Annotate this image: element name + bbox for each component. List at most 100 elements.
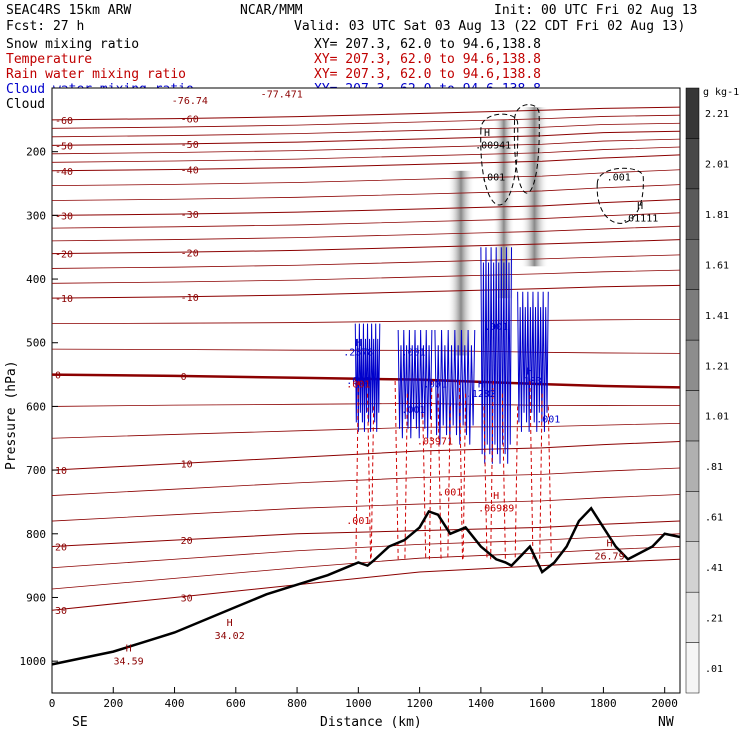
y-tick-label: 800 <box>26 528 46 541</box>
contour-annotation: .06989 <box>478 504 514 515</box>
isotherm-label: -10 <box>55 294 73 305</box>
rain-water-contour <box>529 380 534 560</box>
cloud-ice-contours <box>480 104 644 224</box>
isotherm-line <box>51 558 681 611</box>
colorbar-label: 1.81 <box>705 210 729 221</box>
contour-annotation: .1282 <box>466 389 496 400</box>
cloud-water-contour <box>434 329 476 445</box>
snow-shade-column <box>493 119 515 299</box>
contour-annotation: .001 <box>438 488 462 499</box>
rain-water-contour <box>483 406 488 560</box>
x-axis-ticks: 0 200 400 600 800 1000 1200 1400 1600 1800 2000 <box>49 687 678 710</box>
colorbar-label: 1.61 <box>705 260 729 271</box>
colorbar-label: 2.21 <box>705 109 729 120</box>
colorbar-segment <box>685 440 700 492</box>
terrain-line <box>51 506 681 666</box>
isotherm-label: -20 <box>55 250 73 261</box>
isotherm-line <box>51 122 681 138</box>
isotherm-label: -60 <box>181 115 199 126</box>
isotherm-label: 30 <box>181 593 193 604</box>
isotherm-label: -40 <box>181 166 199 177</box>
isotherm-line <box>51 239 681 255</box>
contour-annotation: 26.79 <box>594 551 624 562</box>
terrain-line <box>51 506 681 666</box>
contour-annotation: .001 <box>607 172 631 183</box>
y-tick-label: 600 <box>26 400 46 413</box>
rain-water-contour <box>547 406 552 560</box>
contour-annotation: .001 <box>401 347 425 358</box>
isotherm-label: -50 <box>55 141 73 152</box>
cloud-water-contour <box>354 323 381 432</box>
colorbar: .01 .21 .41 .61 .81 1.01 1.21 1.41 1.61 1.81 2.01 2… <box>685 87 729 694</box>
isotherm-line <box>51 467 681 496</box>
colorbar-segment <box>685 390 700 442</box>
cloud-ice-contour <box>513 104 540 194</box>
x-tick-label: 800 <box>287 697 307 710</box>
isotherm-line <box>51 284 681 299</box>
colorbar-segment <box>685 188 700 240</box>
contour-annotation: .001 <box>481 172 505 183</box>
plot-area: -60 -60 -50 -50 -40 -40 -30 -30 -20 -20 -10 -10 0 0 10… <box>20 87 681 710</box>
isotherm-line <box>51 198 681 216</box>
contour-annotation: H <box>227 618 233 629</box>
cloud-water-contour <box>517 291 549 432</box>
isotherm-label: -50 <box>181 140 199 151</box>
valid-time: Valid: 03 UTC Sat 03 Aug 13 (22 CDT Fri … <box>294 19 685 34</box>
contour-annotation: H <box>478 379 484 390</box>
x-tick-label: 1800 <box>590 697 617 710</box>
colorbar-segment <box>685 138 700 190</box>
isotherm-line <box>51 146 681 163</box>
isotherm-line <box>51 494 681 522</box>
colorbar-label: .21 <box>705 613 723 624</box>
rain-water-contour <box>447 406 451 560</box>
colorbar-label: .81 <box>705 462 723 473</box>
isotherm-line <box>51 546 681 590</box>
isotherm-label: 10 <box>55 466 67 477</box>
isotherm-line <box>51 114 681 129</box>
contour-annotation: H <box>527 367 533 378</box>
isotherm-line <box>51 212 681 229</box>
isotherm-label: -40 <box>55 167 73 178</box>
x-tick-label: 200 <box>103 697 123 710</box>
y-tick-label: 1000 <box>20 655 47 668</box>
x-tick-label: 1400 <box>468 697 495 710</box>
colorbar-label: 1.01 <box>705 412 729 423</box>
rain-water-contour <box>370 406 375 560</box>
x-tick-label: 600 <box>226 697 246 710</box>
y-tick-label: 900 <box>26 591 46 604</box>
colorbar-unit: g kg-1 <box>703 87 739 98</box>
contour-annotation: 34.59 <box>114 656 144 667</box>
colorbar-label: .41 <box>705 563 723 574</box>
isotherm-label: 0 <box>181 372 187 383</box>
isotherm-label: 20 <box>55 543 67 554</box>
model-title: SEAC4RS 15km ARW <box>6 3 131 18</box>
colorbar-label: 1.21 <box>705 361 729 372</box>
cloud-water-contour <box>480 247 513 464</box>
contour-annotation: .001 <box>346 516 370 527</box>
x-tick-label: 1000 <box>345 697 372 710</box>
isotherm-label: -10 <box>181 293 199 304</box>
right-end-label: NW <box>658 715 674 730</box>
org-label: NCAR/MMM <box>240 3 303 18</box>
x-tick-label: 1600 <box>529 697 556 710</box>
colorbar-segment <box>685 541 700 593</box>
isotherm-line <box>51 184 681 201</box>
field-xy: XY= 207.3, 62.0 to 94.6,138.8 <box>314 67 541 82</box>
rain-water-contour <box>490 380 494 560</box>
contour-annotation: 34.02 <box>215 631 245 642</box>
contour-annotation: .001 <box>401 405 425 416</box>
snow-shading <box>447 107 549 356</box>
y-axis-label: Pressure (hPa) <box>4 360 19 470</box>
colorbar-label: 2.01 <box>705 160 729 171</box>
contour-annotation: H <box>355 338 361 349</box>
y-tick-label: 400 <box>26 273 46 286</box>
contour-annotation: .001 <box>423 379 447 390</box>
forecast-hour: Fcst: 27 h <box>6 19 84 34</box>
contour-annotation: .001 <box>346 379 370 390</box>
isotherm-label: -30 <box>55 211 73 222</box>
cloud-water-contours <box>354 247 549 464</box>
colorbar-segment <box>685 239 700 290</box>
colorbar-segment <box>685 591 700 643</box>
rain-water-contour <box>422 406 427 560</box>
contour-annotation: .001 <box>484 322 508 333</box>
